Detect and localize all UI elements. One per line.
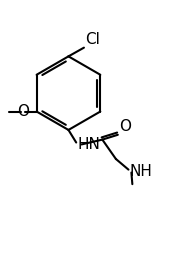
Text: HN: HN [77, 137, 100, 152]
Text: O: O [119, 119, 131, 134]
Text: Cl: Cl [85, 32, 100, 47]
Text: O: O [17, 104, 29, 119]
Text: NH: NH [129, 164, 152, 179]
